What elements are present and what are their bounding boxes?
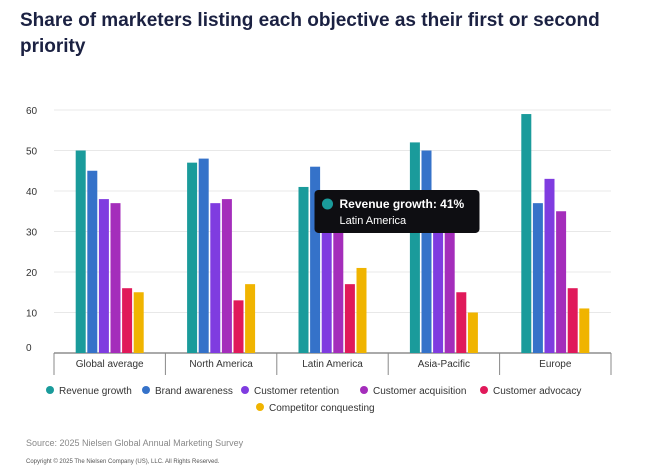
bar[interactable] [110,203,121,353]
bar[interactable] [187,162,198,353]
chart-title: Share of marketers listing each objectiv… [20,10,600,57]
bar[interactable] [198,158,209,353]
legend-label: Customer retention [254,386,339,397]
bar[interactable] [421,150,432,354]
tooltip-box [314,189,480,233]
source-note: Source: 2025 Nielsen Global Annual Marke… [26,438,244,448]
bar[interactable] [321,191,332,353]
legend-marker [480,386,488,394]
category-label: Europe [539,359,572,370]
bar[interactable] [567,288,578,353]
bar[interactable] [221,199,232,353]
legend-label: Brand awareness [155,386,233,397]
bar[interactable] [521,114,532,353]
bar[interactable] [122,288,133,353]
bar[interactable] [556,211,567,353]
bar[interactable] [298,186,309,353]
legend-label: Revenue growth [59,386,132,397]
y-tick-label: 0 [26,343,32,354]
legend-label: Customer advocacy [493,386,581,397]
legend-label: Customer acquisition [373,386,466,397]
legend-marker [46,386,54,394]
category-label: Latin America [302,359,363,370]
bar[interactable] [87,170,98,353]
bar[interactable] [444,195,455,353]
tooltip-subtitle: Latin America [340,215,408,227]
legend-label: Competitor conquesting [269,403,375,414]
bar[interactable] [544,178,555,353]
tooltip-marker [322,198,333,210]
bar[interactable] [467,312,478,354]
bar[interactable] [456,292,467,353]
bar[interactable] [333,211,344,353]
bar[interactable] [344,284,355,353]
copyright-note: Copyright © 2025 The Nielsen Company (US… [26,459,220,465]
y-tick-label: 40 [26,187,38,198]
tooltip-title: Revenue growth: 41% [340,197,465,211]
legend-marker [360,386,368,394]
y-tick-label: 20 [26,268,38,279]
bar[interactable] [532,203,543,353]
y-tick-label: 50 [26,147,38,158]
y-tick-label: 60 [26,106,38,117]
legend-marker [142,386,150,394]
bar[interactable] [310,166,321,353]
bar[interactable] [409,142,420,353]
category-label: Global average [76,359,144,370]
legend-marker [256,403,264,411]
bar[interactable] [133,292,144,353]
bar[interactable] [433,203,444,353]
legend-marker [241,386,249,394]
bar[interactable] [210,203,221,353]
bar[interactable] [98,199,109,353]
bar[interactable] [356,267,367,353]
bar[interactable] [75,150,86,354]
category-label: North America [189,359,253,370]
category-label: Asia-Pacific [418,359,470,370]
bar[interactable] [233,300,244,353]
bar[interactable] [579,308,590,353]
y-tick-label: 30 [26,228,38,239]
bar[interactable] [245,284,256,353]
y-tick-label: 10 [26,309,38,320]
